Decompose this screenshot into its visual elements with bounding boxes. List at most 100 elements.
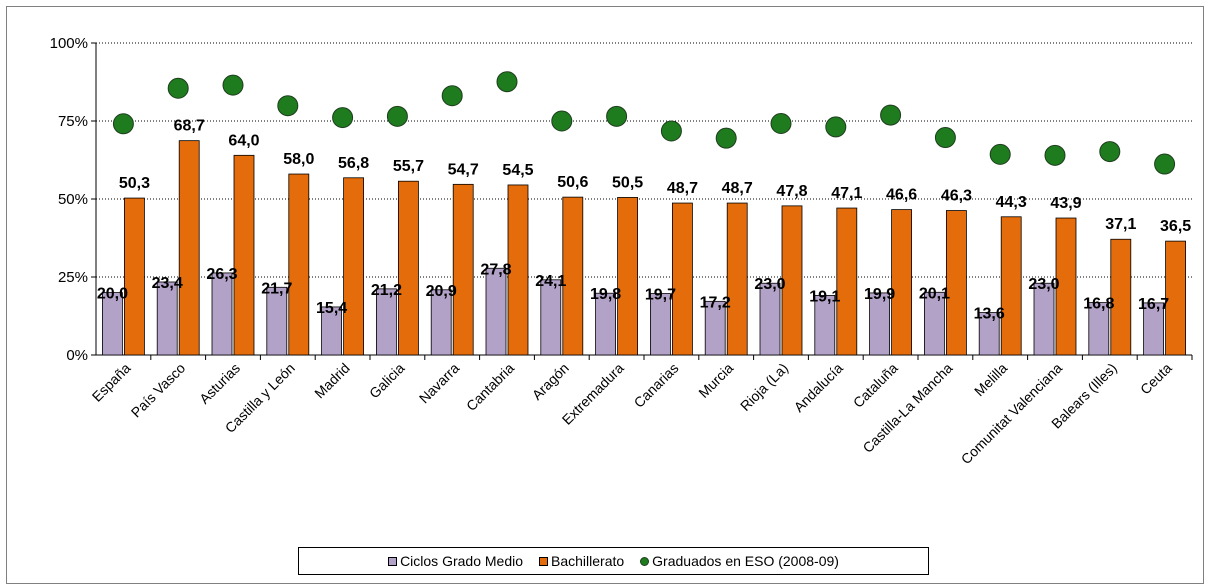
- bar-bachillerato: [672, 202, 693, 356]
- bar-bachillerato: [1000, 216, 1022, 356]
- gridlines: [96, 42, 1192, 278]
- bar-ciclos: [485, 267, 507, 356]
- category-label: Canarias: [631, 360, 682, 411]
- data-label-ciclos: 13,6: [974, 306, 1005, 323]
- point-graduados: [332, 107, 354, 129]
- category-label: Aragón: [529, 360, 572, 403]
- category-label: España: [89, 360, 134, 405]
- legend-swatch-ciclos: [388, 556, 398, 566]
- bar-bachillerato: [1055, 217, 1077, 356]
- y-tick-label: 100%: [50, 35, 88, 52]
- point-graduados: [1044, 144, 1066, 166]
- data-label-ciclos: 20,0: [97, 286, 128, 303]
- category-label: Murcia: [695, 360, 736, 401]
- point-graduados: [112, 113, 134, 135]
- data-label-ciclos: 23,0: [1028, 276, 1059, 293]
- category-label: Melilla: [971, 360, 1011, 400]
- bar-bachillerato: [124, 197, 145, 356]
- bar-bachillerato: [836, 207, 858, 356]
- point-graduados: [496, 71, 518, 93]
- point-graduados: [880, 104, 902, 126]
- data-label-ciclos: 15,4: [316, 300, 347, 317]
- data-label-ciclos: 16,8: [1083, 296, 1114, 313]
- point-graduados: [1154, 153, 1176, 175]
- point-graduados: [989, 143, 1011, 165]
- bar-bachillerato: [343, 177, 365, 356]
- data-label-ciclos: 27,8: [480, 261, 511, 278]
- data-label-bachillerato: 46,6: [886, 187, 917, 204]
- point-graduados: [386, 105, 408, 127]
- point-graduados: [770, 112, 792, 134]
- y-tick-label: 50%: [58, 191, 88, 208]
- legend-label-graduados: Graduados en ESO (2008-09): [652, 553, 839, 569]
- legend-item-bachillerato: Bachillerato: [539, 553, 624, 569]
- bar-ciclos: [869, 292, 890, 356]
- data-label-bachillerato: 58,0: [283, 151, 314, 168]
- bar-ciclos: [102, 292, 123, 356]
- data-label-bachillerato: 68,7: [174, 118, 205, 135]
- bar-bachillerato: [397, 180, 419, 356]
- data-label-ciclos: 21,2: [371, 282, 402, 299]
- data-label-bachillerato: 47,8: [776, 183, 807, 200]
- data-label-bachillerato: 46,3: [941, 188, 972, 205]
- bar-bachillerato: [507, 184, 529, 356]
- point-graduados: [551, 110, 573, 132]
- data-label-ciclos: 19,7: [645, 287, 676, 304]
- bar-bachillerato: [562, 196, 584, 356]
- legend-item-ciclos: Ciclos Grado Medio: [388, 553, 523, 569]
- y-tick-label: 0%: [66, 347, 88, 364]
- data-label-bachillerato: 50,5: [612, 174, 643, 191]
- bar-ciclos: [814, 295, 836, 356]
- bar-bachillerato: [452, 183, 474, 356]
- bar-ciclos: [1143, 302, 1164, 356]
- data-label-ciclos: 24,1: [535, 273, 566, 290]
- data-label-bachillerato: 47,1: [831, 185, 862, 202]
- category-label: Rioja (La): [737, 360, 791, 414]
- bar-ciclos: [1088, 302, 1110, 356]
- category-label: Asturias: [196, 360, 243, 407]
- legend-marker-graduados: [640, 556, 650, 566]
- bar-ciclos: [321, 306, 343, 356]
- data-label-ciclos: 16,7: [1138, 296, 1169, 313]
- bar-ciclos: [156, 281, 178, 356]
- bar-bachillerato: [726, 202, 748, 356]
- data-label-ciclos: 19,1: [809, 288, 840, 305]
- bar-ciclos: [430, 289, 452, 356]
- bar-bachillerato: [178, 140, 200, 356]
- point-graduados: [167, 77, 189, 99]
- data-label-bachillerato: 48,7: [667, 180, 698, 197]
- bars: [102, 140, 1186, 356]
- bar-ciclos: [978, 312, 1000, 356]
- data-label-bachillerato: 54,7: [448, 161, 479, 178]
- point-graduados: [441, 85, 463, 107]
- category-label: Cantabria: [463, 360, 517, 414]
- bar-bachillerato: [288, 173, 310, 356]
- category-label: Galicia: [366, 360, 408, 402]
- point-graduados: [1099, 141, 1121, 163]
- category-label: Ceuta: [1137, 360, 1175, 398]
- data-label-bachillerato: 43,9: [1050, 195, 1081, 212]
- bar-bachillerato: [1110, 238, 1132, 356]
- bar-bachillerato: [233, 154, 255, 356]
- data-label-bachillerato: 37,1: [1105, 216, 1136, 233]
- legend-label-ciclos: Ciclos Grado Medio: [400, 553, 523, 569]
- category-label: Comunitat Valenciana: [958, 360, 1066, 468]
- data-label-ciclos: 21,7: [261, 280, 292, 297]
- data-label-ciclos: 26,3: [206, 266, 237, 283]
- point-graduados: [934, 127, 956, 149]
- data-label-bachillerato: 48,7: [722, 180, 753, 197]
- bar-ciclos: [759, 282, 781, 356]
- legend-item-graduados: Graduados en ESO (2008-09): [640, 553, 839, 569]
- category-label: Navarra: [416, 360, 463, 407]
- bar-ciclos: [595, 292, 616, 356]
- bar-ciclos: [266, 286, 288, 356]
- bar-ciclos: [924, 291, 945, 356]
- y-tick-label: 25%: [58, 269, 88, 286]
- bar-bachillerato: [946, 210, 967, 356]
- data-labels: 20,0 50,3 23,4 68,7 26,3 64,0 21,7 58,0 15,4 56,8…: [97, 118, 1191, 323]
- point-graduados: [277, 95, 299, 117]
- bar-bachillerato: [891, 209, 912, 356]
- data-label-ciclos: 23,4: [152, 275, 183, 292]
- data-label-ciclos: 19,9: [864, 286, 895, 303]
